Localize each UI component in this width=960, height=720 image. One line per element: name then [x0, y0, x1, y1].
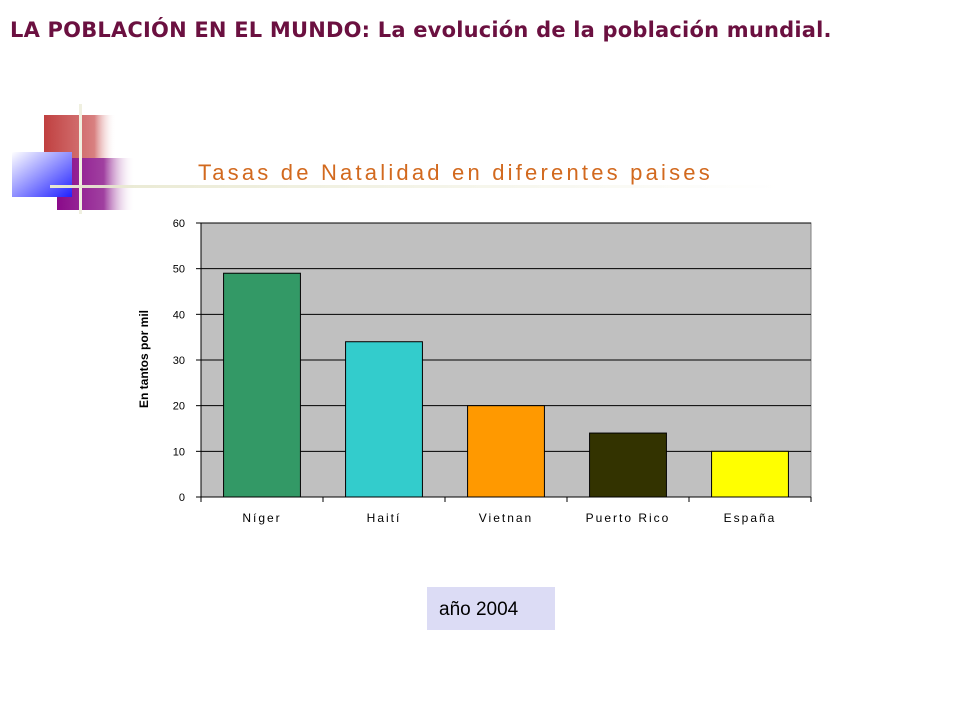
y-tick-label: 10 [173, 446, 185, 458]
y-axis-label: En tantos por mil [137, 310, 151, 408]
y-tick-label: 50 [173, 264, 185, 276]
chart-title: Tasas de Natalidad en diferentes paises [198, 160, 713, 185]
y-tick-label: 20 [173, 401, 185, 413]
x-tick-label: Haití [367, 511, 402, 525]
x-tick-label: España [724, 511, 777, 525]
decorative-squares-graphic [12, 104, 780, 214]
y-tick-label: 60 [173, 218, 185, 230]
bar [711, 450, 789, 498]
x-tick-label: Puerto Rico [586, 511, 671, 525]
y-axis-tick-labels: 0 10 20 30 40 50 60 [173, 218, 185, 504]
y-tick-label: 40 [173, 309, 185, 321]
bars [223, 272, 789, 498]
axes [196, 222, 812, 502]
slide-title: LA POBLACIÓN EN EL MUNDO: La evolución d… [10, 18, 832, 42]
year-note-box: año 2004 [427, 587, 555, 630]
bar [589, 432, 667, 498]
y-tick-label: 30 [173, 355, 185, 367]
x-tick-label: Vietnan [479, 511, 533, 525]
bar [345, 341, 423, 498]
x-axis-tick-labels: Níger Haití Vietnan Puerto Rico España [242, 511, 777, 525]
year-note-text: año 2004 [439, 599, 519, 620]
bar [223, 272, 301, 498]
x-tick-label: Níger [242, 511, 281, 525]
y-tick-label: 0 [179, 492, 185, 504]
bar [467, 405, 545, 498]
